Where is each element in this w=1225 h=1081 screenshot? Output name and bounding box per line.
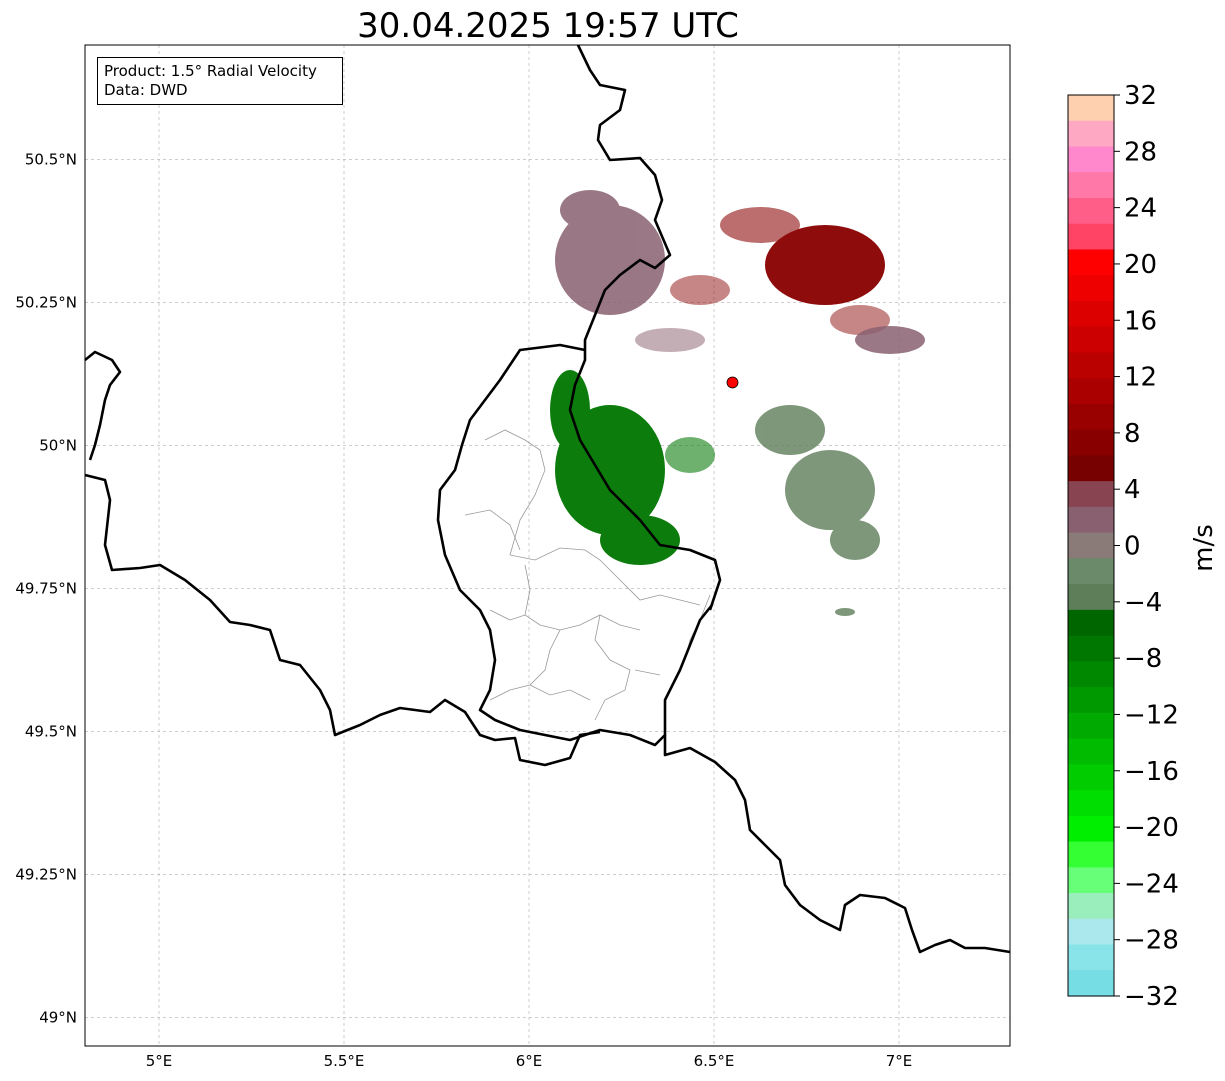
- colorbar-tick-label: 24: [1124, 194, 1157, 224]
- product-line: Product: 1.5° Radial Velocity: [104, 62, 317, 80]
- border-luxembourg: [436, 343, 714, 747]
- colorbar-band: [1068, 455, 1114, 482]
- colorbar-tick-label: 12: [1124, 363, 1157, 393]
- lat-tick-label: 50°N: [39, 436, 77, 454]
- colorbar-tick-label: 28: [1124, 137, 1157, 167]
- longitude-tick-labels: 5°E 5.5°E 6°E 6.5°E 7°E: [146, 1052, 913, 1070]
- lat-tick-label: 49°N: [39, 1008, 77, 1026]
- border-germany-west: [568, 44, 722, 611]
- echo-inbound-southwest: [550, 370, 715, 565]
- colorbar-band: [1068, 558, 1114, 585]
- gridlines: [85, 45, 1010, 1046]
- colorbar-band: [1068, 687, 1114, 714]
- colorbar-tick-label: 0: [1124, 532, 1141, 562]
- lat-tick-label: 49.5°N: [25, 722, 77, 740]
- colorbar-tick-label: −16: [1124, 757, 1179, 787]
- colorbar-band: [1068, 172, 1114, 199]
- product-info-box: Product: 1.5° Radial Velocity Data: DWD: [97, 57, 343, 105]
- lat-tick-label: 50.25°N: [15, 293, 77, 311]
- colorbar-tick-label: 8: [1124, 419, 1141, 449]
- colorbar-band: [1068, 429, 1114, 456]
- colorbar-band: [1068, 146, 1114, 173]
- colorbar-band: [1068, 867, 1114, 894]
- colorbar-bands: [1068, 95, 1114, 997]
- colorbar-band: [1068, 609, 1114, 637]
- colorbar-band: [1068, 918, 1114, 946]
- colorbar-tick-label: −32: [1124, 982, 1179, 1012]
- colorbar-band: [1068, 378, 1114, 405]
- lon-tick-label: 5°E: [146, 1052, 173, 1070]
- colorbar-band: [1068, 944, 1114, 971]
- latitude-tick-labels: 50.5°N 50.25°N 50°N 49.75°N 49.5°N 49.25°N 49°…: [15, 150, 77, 1026]
- colorbar-band: [1068, 95, 1114, 122]
- radar-site-marker: [726, 376, 739, 389]
- data-source-line: Data: DWD: [104, 81, 188, 99]
- border-belgium-west: [84, 350, 122, 461]
- colorbar-band: [1068, 764, 1114, 791]
- figure-title: 30.04.2025 19:57 UTC: [357, 6, 739, 46]
- colorbar-band: [1068, 249, 1114, 276]
- border-france-east: [663, 735, 1011, 954]
- colorbar-band: [1068, 661, 1114, 688]
- colorbar-tick-label: 20: [1124, 250, 1157, 280]
- lon-tick-label: 6°E: [516, 1052, 543, 1070]
- lat-tick-label: 49.75°N: [15, 579, 77, 597]
- colorbar-band: [1068, 352, 1114, 379]
- colorbar-tick-label: −12: [1124, 700, 1179, 730]
- lon-tick-label: 7°E: [886, 1052, 913, 1070]
- colorbar-tick-label: −24: [1124, 869, 1179, 899]
- colorbar-tick-label: 32: [1124, 81, 1157, 111]
- colorbar-band: [1068, 197, 1114, 225]
- lon-tick-label: 5.5°E: [324, 1052, 365, 1070]
- colorbar-band: [1068, 790, 1114, 817]
- colorbar-tick-label: −28: [1124, 926, 1179, 956]
- echo-outbound-north: [670, 207, 890, 335]
- colorbar-band: [1068, 300, 1114, 328]
- country-borders: [84, 44, 1011, 954]
- colorbar-band: [1068, 120, 1114, 148]
- velocity-echoes: [550, 190, 925, 616]
- colorbar-band: [1068, 584, 1114, 611]
- colorbar-band: [1068, 532, 1114, 559]
- echo-weak-outbound-northwest: [555, 190, 925, 354]
- colorbar-band: [1068, 481, 1114, 508]
- colorbar-tick-label: −20: [1124, 813, 1179, 843]
- colorbar-band: [1068, 506, 1114, 534]
- colorbar: 32 28 24 20 16 12 8 4 0 −4 −8 −12 −16 −20 −24 −28 −32 m/…: [1067, 81, 1219, 1012]
- colorbar-tick-labels: 32 28 24 20 16 12 8 4 0 −4 −8 −12 −16 −20 −24 −28 −32: [1114, 81, 1179, 1012]
- colorbar-band: [1068, 223, 1114, 251]
- colorbar-band: [1068, 712, 1114, 740]
- colorbar-band: [1068, 841, 1114, 868]
- lon-tick-label: 6.5°E: [694, 1052, 735, 1070]
- colorbar-band: [1068, 635, 1114, 662]
- colorbar-band: [1068, 893, 1114, 920]
- map-frame: [84, 44, 1011, 1047]
- colorbar-band: [1068, 403, 1114, 431]
- lat-tick-label: 50.5°N: [25, 150, 77, 168]
- colorbar-tick-label: −8: [1124, 644, 1162, 674]
- map-panel: [84, 44, 1011, 1047]
- colorbar-band: [1068, 815, 1114, 843]
- colorbar-band: [1068, 326, 1114, 354]
- colorbar-band: [1068, 970, 1114, 997]
- colorbar-tick-label: −4: [1124, 588, 1162, 618]
- colorbar-label: m/s: [1189, 524, 1219, 572]
- colorbar-band: [1068, 738, 1114, 765]
- lat-tick-label: 49.25°N: [15, 865, 77, 883]
- colorbar-tick-label: 4: [1124, 475, 1141, 505]
- colorbar-band: [1068, 275, 1114, 302]
- colorbar-tick-label: 16: [1124, 306, 1157, 336]
- border-france-north: [84, 473, 601, 767]
- echo-weak-inbound-east: [755, 405, 880, 616]
